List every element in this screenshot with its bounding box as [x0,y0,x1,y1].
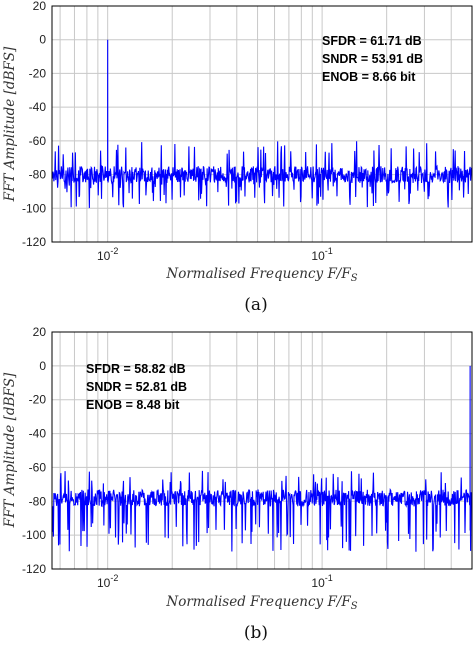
y-tick-label: -20 [29,393,47,407]
x-tick-label: 10-2 [97,573,118,590]
metrics-box-a: SFDR = 61.71 dB SNDR = 53.91 dB ENOB = 8… [322,34,423,84]
y-tick-label: 0 [39,33,46,47]
x-axis-label-b: Normalised Frequency F/FS [165,594,357,612]
y-ticks-b: 20 0 -20 -40 -60 -80 -100 -120 [22,325,46,576]
sfdr-label-b: SFDR = 58.82 dB [86,362,186,376]
y-tick-label: 20 [33,0,47,13]
fft-trace-line [51,365,473,552]
enob-label-a: ENOB = 8.66 bit [322,70,416,84]
x-tick-label: 10-1 [311,573,332,590]
fft-trace-line [51,39,473,208]
y-ticks-a: 20 0 -20 -40 -60 -80 -100 -120 [22,0,46,249]
caption-a: (a) [244,295,267,315]
metrics-box-b: SFDR = 58.82 dB SNDR = 52.81 dB ENOB = 8… [86,362,187,412]
plot-frame-a [51,5,473,243]
y-tick-label: -80 [29,168,47,182]
sndr-label-b: SNDR = 52.81 dB [86,380,187,394]
y-tick-label: -120 [22,235,46,249]
panel-b: 20 0 -20 -40 -60 -80 -100 -120 10-2 10-1 SFDR = … [2,325,473,643]
y-tick-label: -100 [22,201,46,215]
enob-label-b: ENOB = 8.48 bit [86,398,180,412]
grid-a [52,5,472,243]
plot-frame-b [51,331,473,570]
y-tick-label: -40 [29,427,47,441]
fft-trace-b [51,365,473,552]
y-axis-label-b: FFT Amplitude [dBFS] [2,372,18,528]
plot-area-a [52,6,472,242]
y-tick-label: -80 [29,494,47,508]
x-tick-label: 10-1 [311,246,332,263]
y-tick-label: -100 [22,528,46,542]
y-tick-label: 20 [33,325,47,339]
y-tick-label: -40 [29,100,47,114]
y-tick-label: -120 [22,562,46,576]
x-ticks-a: 10-2 10-1 [97,246,333,263]
caption-b: (b) [244,623,268,643]
sndr-label-a: SNDR = 53.91 dB [322,52,423,66]
y-tick-label: -60 [29,460,47,474]
x-axis-label-a: Normalised Frequency F/FS [165,266,357,284]
y-tick-label: -20 [29,66,47,80]
y-tick-label: 0 [39,359,46,373]
panel-a: 20 0 -20 -40 -60 -80 -100 -120 10-2 10-1 SFDR = … [2,0,473,315]
fft-trace-a [51,39,473,208]
y-axis-label-a: FFT Amplitude [dBFS] [2,46,18,202]
sfdr-label-a: SFDR = 61.71 dB [322,34,422,48]
y-tick-label: -60 [29,134,47,148]
x-ticks-b: 10-2 10-1 [97,573,333,590]
x-tick-label: 10-2 [97,246,118,263]
